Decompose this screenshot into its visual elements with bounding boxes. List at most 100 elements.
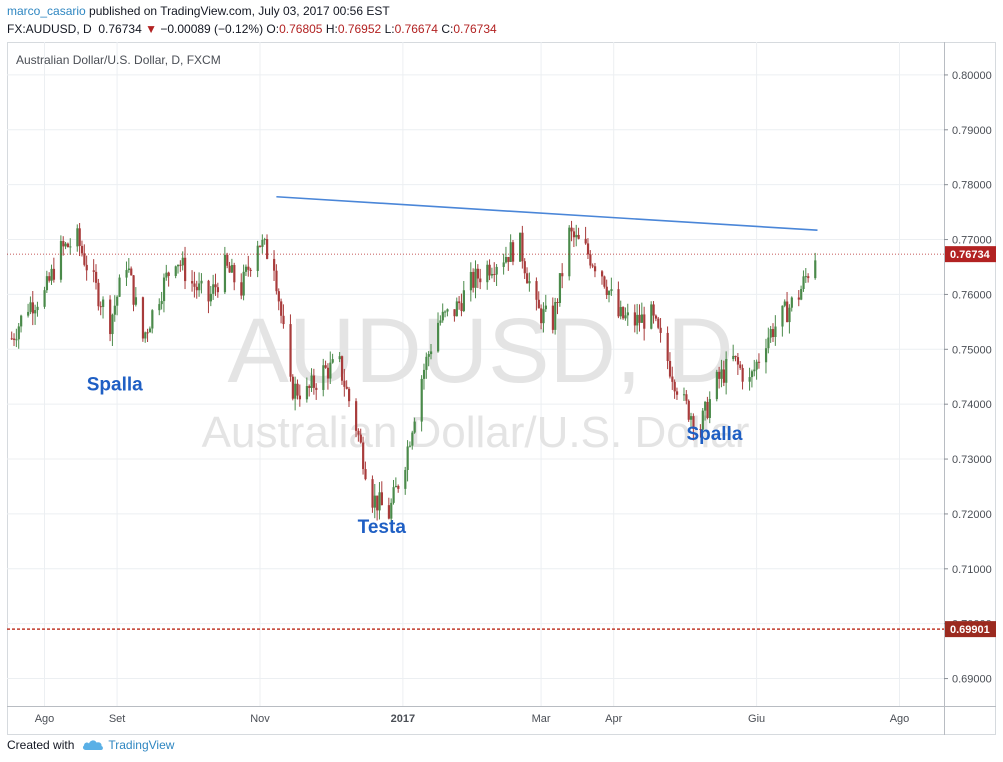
candle xyxy=(378,482,381,520)
candle xyxy=(191,270,194,292)
candle xyxy=(266,234,269,260)
candle-body xyxy=(551,305,555,330)
candle-body xyxy=(226,254,229,266)
candle xyxy=(715,369,718,402)
candle-body xyxy=(804,276,807,278)
candle xyxy=(34,304,37,325)
candle-body xyxy=(233,265,236,283)
candle-body xyxy=(109,299,112,335)
candle-body xyxy=(315,387,318,390)
x-tick-label: Nov xyxy=(250,713,270,725)
candle xyxy=(394,477,398,488)
candle-body xyxy=(380,492,383,506)
candle-body xyxy=(177,264,180,267)
candle-body xyxy=(97,282,100,307)
candle xyxy=(242,264,245,301)
tradingview-link[interactable]: TradingView xyxy=(108,738,175,752)
candle-body xyxy=(507,257,510,262)
y-tick-label: 0.73000 xyxy=(952,454,992,466)
candle xyxy=(722,360,726,387)
candle-body xyxy=(130,268,133,276)
candle-body xyxy=(633,312,636,326)
candle-body xyxy=(458,301,461,304)
candle-body xyxy=(362,442,365,470)
price-chart[interactable]: 0.690000.700000.710000.720000.730000.740… xyxy=(7,42,996,735)
candle-body xyxy=(720,369,723,379)
candle xyxy=(80,240,84,257)
candle-body xyxy=(584,238,587,244)
candle-body xyxy=(247,266,250,270)
candle xyxy=(380,481,383,506)
candle-body xyxy=(141,297,145,339)
candle-body xyxy=(408,445,412,447)
candle xyxy=(643,306,646,341)
candle-body xyxy=(783,301,786,306)
candle-body xyxy=(162,277,166,302)
x-tick-label: Giu xyxy=(748,713,765,725)
candle xyxy=(622,306,625,320)
candle xyxy=(617,281,620,319)
candle xyxy=(132,275,135,312)
candle-body xyxy=(228,265,231,273)
author-link[interactable]: marco_casario xyxy=(7,4,86,18)
candle xyxy=(472,268,475,293)
candle-body xyxy=(767,337,770,349)
candle-body xyxy=(116,296,119,306)
x-tick-label: Apr xyxy=(605,713,622,725)
candle-body xyxy=(577,234,580,239)
candle xyxy=(160,291,163,310)
candle xyxy=(739,361,742,370)
candle xyxy=(230,258,234,274)
candle-body xyxy=(687,400,690,420)
candle-body xyxy=(575,234,578,238)
annotation-label[interactable]: Spalla xyxy=(686,424,742,445)
candle-body xyxy=(589,254,592,266)
candle xyxy=(420,375,423,432)
candle-body xyxy=(692,416,695,429)
annotation-label[interactable]: Spalla xyxy=(87,374,143,395)
candle-body xyxy=(685,394,688,401)
candle-body xyxy=(242,271,245,296)
candle-body xyxy=(76,228,79,247)
candle xyxy=(558,273,562,307)
candle xyxy=(748,367,751,391)
candle xyxy=(111,313,114,347)
candle xyxy=(800,285,803,301)
candle xyxy=(657,316,660,330)
candle-body xyxy=(207,280,210,302)
candle-body xyxy=(511,242,515,262)
trendline[interactable] xyxy=(276,195,818,232)
candle xyxy=(200,273,203,294)
candle xyxy=(675,387,679,400)
candle xyxy=(495,264,498,286)
candle xyxy=(261,234,264,254)
candle-body xyxy=(387,505,391,519)
candle-body xyxy=(357,430,360,435)
candle xyxy=(387,497,391,520)
candle-body xyxy=(113,305,116,315)
candle xyxy=(392,479,395,505)
candle-body xyxy=(340,356,344,381)
candle-body xyxy=(17,326,20,340)
candle xyxy=(540,304,543,330)
candle-body xyxy=(308,386,311,388)
candle-body xyxy=(394,485,398,488)
candle xyxy=(767,327,770,354)
candle xyxy=(636,303,639,335)
candle-body xyxy=(179,264,182,266)
candle-body xyxy=(650,304,653,329)
candle xyxy=(591,263,594,269)
chart-container[interactable]: 0.690000.700000.710000.720000.730000.740… xyxy=(7,42,996,735)
publish-line: marco_casario published on TradingView.c… xyxy=(7,3,390,19)
candle-body xyxy=(359,434,362,443)
candle-body xyxy=(45,276,49,291)
candle-body xyxy=(64,243,67,247)
annotation-label[interactable]: Testa xyxy=(358,517,407,538)
candle-body xyxy=(474,268,477,288)
candle-body xyxy=(214,284,217,288)
candle xyxy=(165,264,168,281)
candle xyxy=(66,242,70,248)
candle xyxy=(757,353,761,369)
candle xyxy=(507,256,510,271)
candle xyxy=(600,270,604,285)
